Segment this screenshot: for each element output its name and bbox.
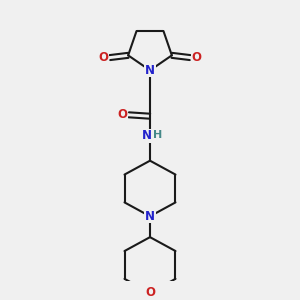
Text: O: O xyxy=(117,108,127,121)
Text: O: O xyxy=(98,51,108,64)
Text: O: O xyxy=(192,51,202,64)
Text: N: N xyxy=(142,129,152,142)
Text: N: N xyxy=(145,210,155,223)
Text: H: H xyxy=(153,130,162,140)
Text: O: O xyxy=(145,286,155,299)
Text: N: N xyxy=(145,64,155,77)
